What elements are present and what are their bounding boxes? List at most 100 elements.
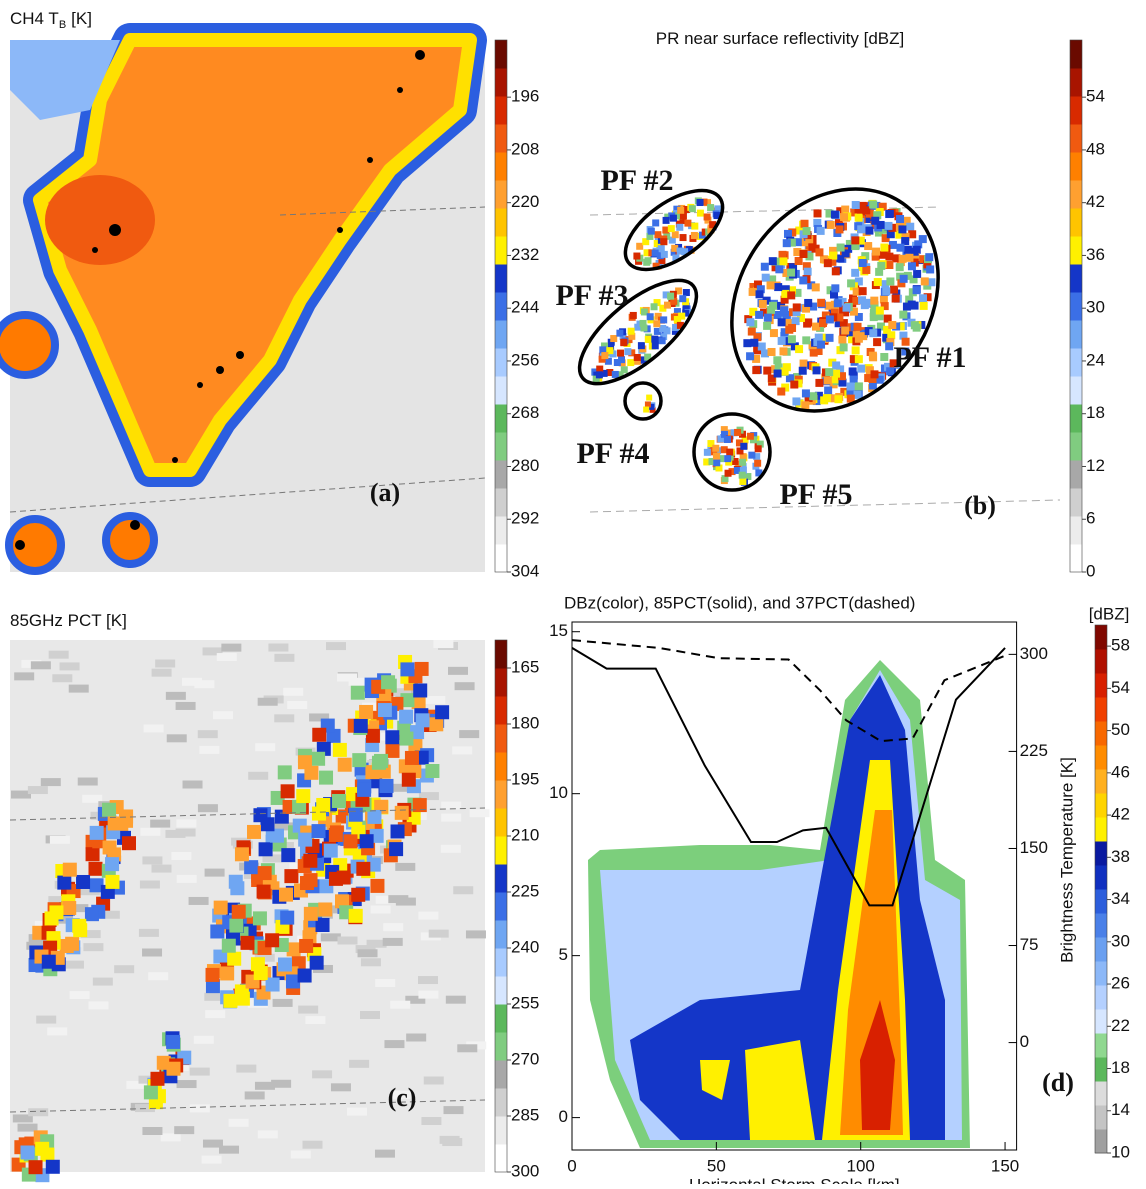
pixel: [228, 1118, 249, 1127]
pixel: [790, 342, 799, 351]
pixel: [213, 949, 228, 964]
pixel: [864, 327, 873, 336]
pixel: [909, 275, 918, 284]
pixel: [901, 237, 910, 246]
pixel: [57, 875, 72, 890]
pixel: [143, 724, 164, 733]
pixel: [604, 357, 612, 365]
colorbar-segment: [495, 488, 507, 517]
pixel: [375, 895, 396, 904]
pixel: [703, 448, 711, 456]
pixel: [825, 368, 834, 377]
pixel: [205, 1010, 226, 1019]
pixel: [390, 1090, 411, 1099]
pixel: [869, 313, 878, 322]
pixel: [870, 302, 879, 311]
pixel: [12, 1114, 33, 1123]
pixel: [600, 369, 608, 377]
colorbar-tick-label: 30: [1086, 298, 1105, 317]
pixel: [870, 370, 879, 379]
pixel: [20, 1145, 35, 1160]
pixel: [331, 793, 346, 808]
pixel: [833, 299, 842, 308]
pixel: [892, 254, 901, 263]
pixel: [865, 366, 874, 375]
pixel: [415, 713, 430, 728]
pixel: [895, 263, 904, 272]
pixel: [423, 1076, 444, 1085]
pixel: [640, 324, 648, 332]
pixel: [726, 448, 734, 456]
pixel: [723, 435, 731, 443]
colorbar-segment: [495, 1060, 507, 1089]
pixel: [388, 895, 409, 904]
pixel: [204, 992, 225, 1001]
pixel: [875, 375, 884, 384]
colorbar-tick-label: 22: [1111, 1016, 1130, 1035]
colorbar-segment: [495, 432, 507, 461]
pixel: [823, 259, 832, 268]
pixel: [660, 333, 668, 341]
pixel: [851, 242, 860, 251]
pixel: [148, 972, 169, 981]
pixel: [425, 763, 440, 778]
pixel: [389, 842, 404, 857]
pixel: [412, 798, 427, 813]
pixel: [644, 353, 652, 361]
pixel: [890, 285, 899, 294]
pixel: [616, 371, 624, 379]
title-part: B: [59, 19, 66, 31]
pixel: [253, 966, 268, 981]
pixel: [782, 310, 791, 319]
pixel: [359, 1011, 380, 1020]
pixel: [682, 309, 690, 317]
pixel: [671, 327, 679, 335]
pixel: [783, 229, 792, 238]
colorbar-tick-label: 26: [1111, 974, 1130, 993]
y2-axis-label: Brightness Temperature [K]: [1057, 757, 1076, 963]
pixel: [830, 308, 839, 317]
pixel: [857, 225, 866, 234]
pixel: [384, 1040, 405, 1049]
colorbar-segment: [495, 208, 507, 237]
pixel: [788, 286, 797, 295]
colorbar-tick-label: 280: [511, 456, 539, 475]
colorbar-segment: [495, 460, 507, 489]
colorbar-tick-label: 30: [1111, 931, 1130, 950]
pixel: [126, 1080, 147, 1089]
pixel: [592, 375, 600, 383]
pixel: [859, 332, 868, 341]
pixel: [789, 263, 798, 272]
pixel: [920, 277, 929, 286]
pixel: [822, 394, 831, 403]
pixel: [400, 662, 415, 677]
pixel: [838, 297, 847, 306]
colorbar-segment: [1070, 376, 1082, 405]
pixel: [309, 713, 330, 722]
pixel: [685, 246, 693, 254]
pixel: [899, 274, 908, 283]
pixel: [758, 299, 767, 308]
pixel: [176, 819, 197, 828]
pixel: [896, 322, 905, 331]
pixel: [773, 369, 782, 378]
colorbar-segment: [1095, 625, 1107, 650]
colorbar-segment: [1095, 649, 1107, 674]
pixel: [879, 295, 888, 304]
pixel: [838, 335, 847, 344]
pixel: [902, 216, 911, 225]
pixel: [283, 687, 304, 696]
pixel: [830, 210, 839, 219]
pixel: [265, 977, 280, 992]
pixel: [696, 209, 704, 217]
colorbar-segment: [1095, 721, 1107, 746]
pixel: [160, 1133, 181, 1142]
pixel: [642, 238, 650, 246]
colorbar-segment: [495, 40, 507, 69]
colorbar-segment: [495, 948, 507, 977]
pixel: [868, 374, 877, 383]
pixel: [10, 790, 31, 799]
pixel: [813, 209, 822, 218]
pixel: [299, 938, 314, 953]
pixel: [654, 312, 662, 320]
